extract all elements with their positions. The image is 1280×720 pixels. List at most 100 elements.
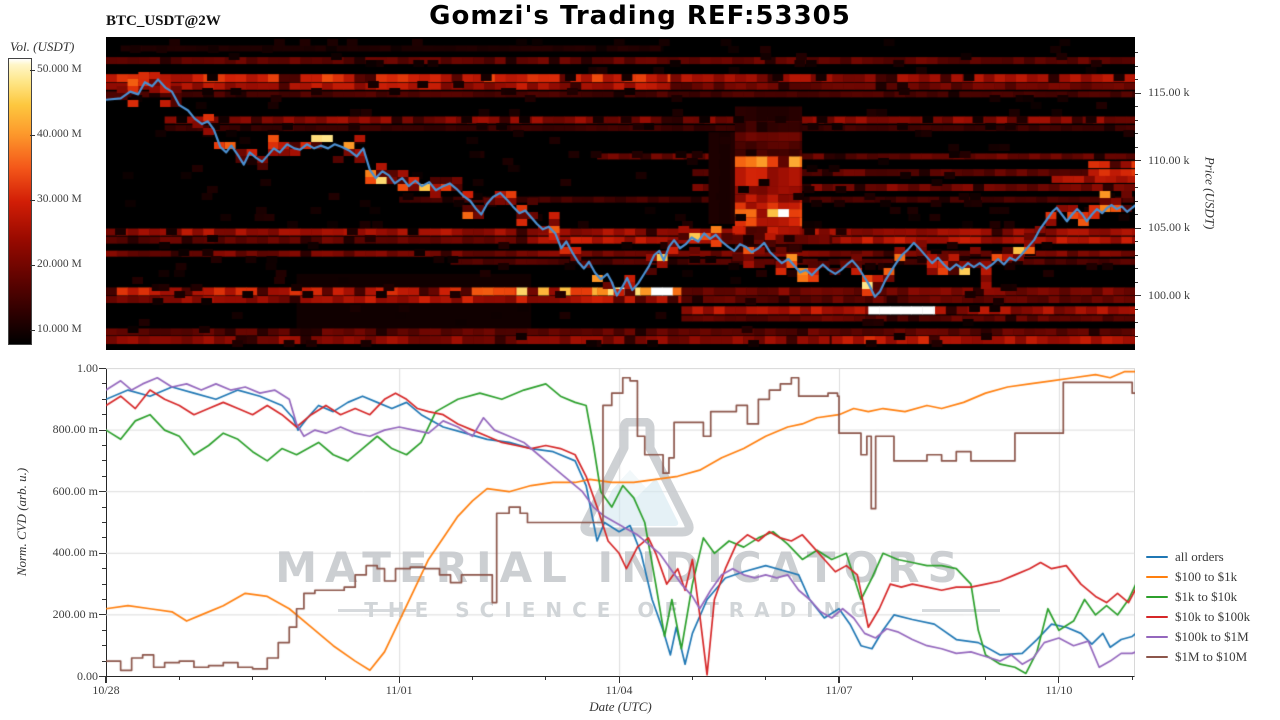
cvd-x-minor-tick — [252, 677, 254, 680]
cvd-x-tick — [105, 677, 107, 683]
cvd-x-minor-tick — [985, 677, 987, 680]
cvd-x-tick — [1058, 677, 1060, 683]
price-minor-tick — [1135, 146, 1138, 148]
colorbar-tick-label: 20.000 M — [37, 258, 82, 270]
cvd-x-tick-label: 11/04 — [605, 683, 633, 697]
symbol-label: BTC_USDT@2W — [106, 13, 221, 29]
cvd-y-minor-tick — [102, 414, 106, 416]
legend-item: $1M to $10M — [1146, 647, 1250, 667]
legend-swatch — [1146, 575, 1168, 579]
price-minor-tick — [1135, 79, 1138, 80]
cvd-x-tick — [398, 677, 400, 683]
price-minor-tick — [1135, 295, 1138, 296]
price-minor-tick — [1135, 106, 1138, 107]
price-minor-tick — [1135, 133, 1138, 134]
cvd-y-minor-tick — [102, 629, 106, 631]
cvd-y-minor-tick — [102, 599, 106, 600]
price-tick-label: 100.00 k — [1148, 287, 1190, 302]
cvd-y-minor-tick — [102, 475, 106, 477]
x-axis-label: Date (UTC) — [589, 699, 652, 714]
cvd-y-axis-label: Norm. CVD (arb. u.) — [14, 467, 29, 577]
cvd-y-minor-tick — [102, 398, 106, 400]
cvd-x-minor-tick — [1058, 677, 1060, 680]
colorbar-tick — [30, 329, 35, 331]
cvd-y-minor-tick — [102, 568, 106, 570]
volume-colorbar — [8, 58, 32, 345]
liquidity-heatmap-canvas — [106, 37, 1135, 350]
colorbar-tick-label: 10.000 M — [37, 323, 82, 335]
price-tick-label: 110.00 k — [1148, 152, 1190, 167]
legend-label: all orders — [1175, 549, 1224, 564]
price-minor-tick — [1135, 119, 1138, 121]
cvd-x-minor-tick — [838, 677, 840, 680]
cvd-y-minor-tick — [102, 552, 106, 554]
price-tick — [1135, 160, 1141, 162]
cvd-y-tick-label: 1.00 — [77, 360, 98, 375]
legend-label: $1k to $10k — [1175, 589, 1238, 604]
legend-swatch — [1146, 615, 1168, 619]
cvd-x-minor-tick — [765, 677, 767, 680]
cvd-y-minor-tick — [102, 429, 106, 431]
legend-item: all orders — [1146, 547, 1250, 567]
cvd-y-minor-tick — [102, 645, 106, 647]
cvd-x-tick-label: 11/01 — [385, 683, 413, 697]
price-minor-tick — [1135, 214, 1138, 215]
cvd-y-minor-tick — [102, 614, 106, 616]
price-minor-tick — [1135, 52, 1138, 53]
legend-label: $100 to $1k — [1175, 569, 1238, 584]
cvd-x-tick-label: 11/10 — [1045, 683, 1073, 697]
cvd-x-minor-tick — [618, 677, 620, 680]
price-minor-tick — [1135, 308, 1138, 310]
cvd-y-tick — [99, 367, 106, 370]
cvd-x-tick-label: 10/28 — [92, 683, 120, 697]
colorbar-tick-label: 50.000 M — [37, 63, 82, 75]
cvd-x-minor-tick — [1131, 677, 1133, 680]
cvd-x-minor-tick — [691, 677, 693, 680]
colorbar-tick-label: 30.000 M — [37, 193, 82, 205]
cvd-lines-canvas — [106, 368, 1135, 677]
colorbar-tick — [30, 69, 35, 71]
price-minor-tick — [1135, 254, 1138, 256]
price-minor-tick — [1135, 322, 1138, 323]
cvd-y-minor-tick — [102, 660, 106, 662]
legend-swatch — [1146, 655, 1168, 659]
colorbar-tick — [30, 134, 35, 136]
cvd-y-minor-tick — [102, 583, 106, 585]
page-title: Gomzi's Trading REF:53305 — [429, 1, 851, 31]
legend-swatch — [1146, 635, 1168, 639]
cvd-x-tick-label: 11/07 — [825, 683, 853, 697]
colorbar-label: Vol. (USDT) — [10, 39, 75, 54]
legend: all orders $100 to $1k $1k to $10k $10k to … — [1146, 547, 1250, 667]
price-minor-tick — [1135, 335, 1138, 337]
cvd-x-tick — [618, 677, 620, 683]
legend-label: $100k to $1M — [1175, 629, 1249, 644]
price-tick-label: 105.00 k — [1148, 220, 1190, 234]
price-minor-tick — [1135, 241, 1138, 242]
cvd-y-minor-tick — [102, 522, 106, 523]
colorbar-tick-label: 40.000 M — [37, 128, 82, 140]
legend-item: $100 to $1k — [1146, 567, 1250, 587]
price-axis-label: Price (USDT) — [1202, 156, 1218, 230]
cvd-y-tick-label: 800.00 m — [52, 422, 98, 437]
colorbar-tick — [30, 199, 35, 201]
legend-label: $10k to $100k — [1175, 609, 1251, 624]
cvd-y-minor-tick — [102, 537, 106, 539]
price-tick — [1135, 295, 1141, 297]
cvd-x-minor-tick — [398, 677, 400, 680]
price-tick — [1135, 227, 1141, 229]
price-tick — [1135, 92, 1141, 94]
legend-item: $100k to $1M — [1146, 627, 1250, 647]
legend-label: $1M to $10M — [1175, 649, 1248, 664]
cvd-y-minor-tick — [102, 506, 106, 508]
price-minor-tick — [1135, 187, 1138, 188]
cvd-y-tick-label: 400.00 m — [52, 545, 98, 560]
cvd-x-tick — [838, 677, 840, 683]
price-minor-tick — [1135, 92, 1138, 94]
legend-swatch — [1146, 595, 1168, 599]
cvd-x-minor-tick — [325, 677, 327, 680]
legend-item: $1k to $10k — [1146, 587, 1250, 607]
cvd-y-tick — [99, 675, 106, 678]
price-minor-tick — [1135, 173, 1138, 175]
price-minor-tick — [1135, 200, 1138, 202]
